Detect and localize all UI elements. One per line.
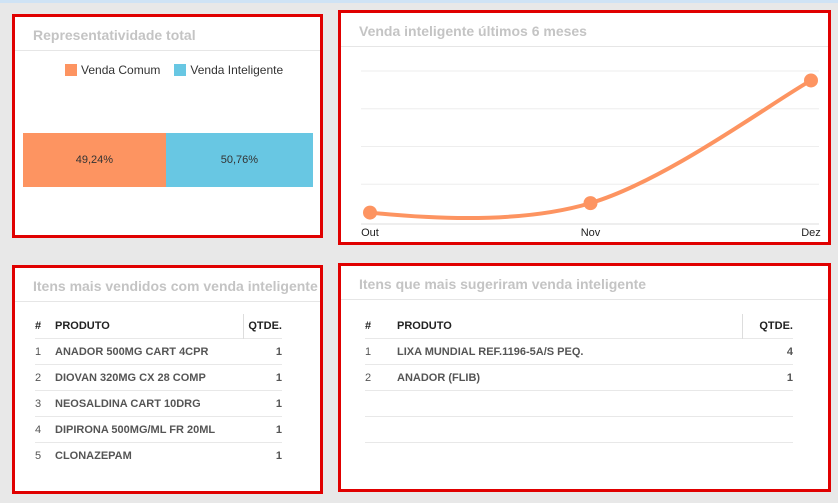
cell-qtde: 1 (742, 364, 793, 391)
empty-cell (397, 390, 743, 417)
legend-item-venda-inteligente[interactable]: Venda Inteligente (174, 63, 283, 77)
cell-idx: 1 (365, 338, 397, 365)
representatividade-panel: Representatividade total Venda Comum Ven… (12, 14, 323, 238)
table-row[interactable]: 2 DIOVAN 320MG CX 28 COMP 1 (35, 364, 282, 391)
stacked-bar: 49,24% 50,76% (23, 133, 313, 187)
legend-swatch (65, 64, 77, 76)
title-divider (341, 299, 828, 300)
data-point-dez[interactable] (804, 73, 818, 88)
title-divider (341, 46, 828, 47)
cell-produto: DIOVAN 320MG CX 28 COMP (55, 364, 244, 391)
cell-idx: 5 (35, 442, 55, 468)
cell-qtde: 1 (243, 416, 282, 443)
empty-cell (742, 390, 793, 417)
cell-produto: CLONAZEPAM (55, 442, 244, 468)
empty-cell (397, 416, 743, 443)
empty-cell (397, 442, 743, 468)
line-chart: Out Nov Dez (361, 70, 821, 239)
table-header-row: # PRODUTO QTDE. (365, 314, 793, 339)
cell-produto: LIXA MUNDIAL REF.1196-5A/S PEQ. (397, 338, 743, 365)
col-qtde: QTDE. (742, 314, 793, 339)
empty-row (365, 390, 793, 417)
legend-label: Venda Comum (81, 63, 161, 77)
cell-qtde: 1 (243, 364, 282, 391)
panel-title: Venda inteligente últimos 6 meses (359, 23, 587, 39)
itens-vendidos-panel: Itens mais vendidos com venda inteligent… (12, 265, 323, 494)
col-index: # (35, 320, 42, 332)
table-row[interactable]: 4 DIPIRONA 500MG/ML FR 20ML 1 (35, 416, 282, 443)
empty-row (365, 442, 793, 468)
empty-cell (365, 416, 397, 443)
bar-segment-venda-inteligente[interactable]: 50,76% (165, 133, 313, 187)
bar-segment-venda-comum[interactable]: 49,24% (23, 133, 166, 187)
legend-swatch (174, 64, 187, 76)
cell-qtde: 1 (243, 338, 282, 365)
cell-idx: 1 (35, 338, 55, 365)
table-row[interactable]: 1 ANADOR 500MG CART 4CPR 1 (35, 338, 282, 365)
empty-row (365, 416, 793, 443)
col-qtde: QTDE. (243, 314, 282, 339)
title-divider (15, 301, 320, 302)
title-divider (15, 50, 320, 51)
empty-cell (365, 442, 397, 468)
empty-cell (742, 416, 793, 443)
table-row[interactable]: 3 NEOSALDINA CART 10DRG 1 (35, 390, 282, 417)
cell-produto: DIPIRONA 500MG/ML FR 20ML (55, 416, 244, 443)
x-tick-label: Out (361, 227, 379, 239)
data-point-nov[interactable] (583, 196, 598, 211)
itens-sugeriram-table: # PRODUTO QTDE. 1 LIXA MUNDIAL REF.1196-5… (365, 314, 793, 468)
venda-inteligente-panel: Venda inteligente últimos 6 meses Out Nov… (338, 10, 831, 245)
panel-title: Itens mais vendidos com venda inteligent… (33, 278, 318, 294)
data-point-out[interactable] (363, 205, 377, 220)
x-tick-label: Nov (581, 227, 601, 239)
empty-cell (365, 390, 397, 417)
cell-qtde: 1 (243, 442, 282, 468)
legend-item-venda-comum[interactable]: Venda Comum (65, 63, 160, 77)
cell-produto: ANADOR 500MG CART 4CPR (55, 338, 244, 365)
cell-idx: 2 (35, 364, 55, 391)
chart-legend: Venda Comum Venda Inteligente (65, 63, 283, 77)
cell-idx: 4 (35, 416, 55, 443)
col-produto: PRODUTO (397, 320, 452, 332)
table-row[interactable]: 1 LIXA MUNDIAL REF.1196-5A/S PEQ. 4 (365, 338, 793, 365)
legend-label: Venda Inteligente (190, 63, 284, 77)
cell-qtde: 1 (243, 390, 282, 417)
cell-idx: 3 (35, 390, 55, 417)
panel-title: Representatividade total (33, 27, 196, 43)
top-accent-line (0, 0, 838, 3)
panel-title: Itens que mais sugeriram venda inteligen… (359, 276, 647, 292)
table-row[interactable]: 5 CLONAZEPAM 1 (35, 442, 282, 468)
cell-produto: ANADOR (FLIB) (397, 364, 743, 391)
col-index: # (365, 320, 372, 332)
itens-sugeriram-panel: Itens que mais sugeriram venda inteligen… (338, 263, 831, 492)
empty-cell (742, 442, 793, 468)
table-row[interactable]: 2 ANADOR (FLIB) 1 (365, 364, 793, 391)
table-header-row: # PRODUTO QTDE. (35, 314, 282, 339)
cell-produto: NEOSALDINA CART 10DRG (55, 390, 244, 417)
itens-vendidos-table: # PRODUTO QTDE. 1 ANADOR 500MG CART 4CPR 1… (35, 314, 282, 468)
col-produto: PRODUTO (55, 320, 110, 332)
cell-qtde: 4 (742, 338, 793, 365)
x-tick-label: Dez (801, 227, 821, 239)
cell-idx: 2 (365, 364, 397, 391)
